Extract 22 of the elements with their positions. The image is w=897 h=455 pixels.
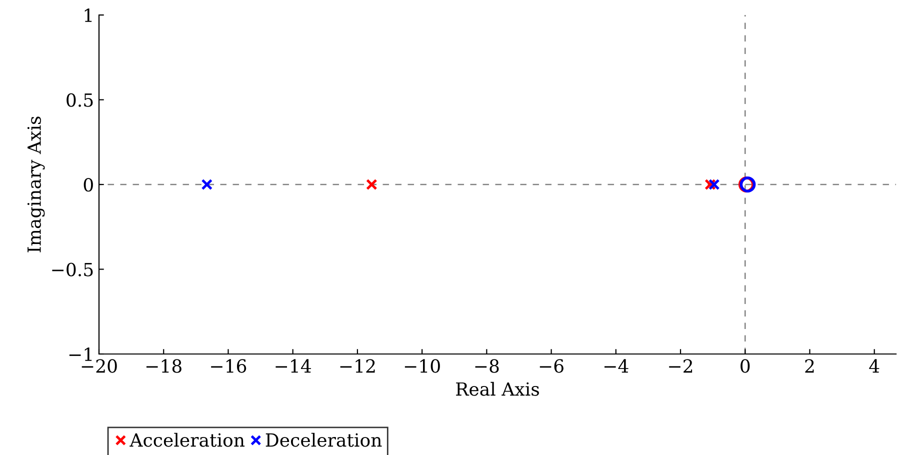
y-tick-label: −0.5: [52, 262, 93, 276]
x-tick-label: −20: [82, 359, 117, 373]
y-axis-title: Imaginary Axis: [27, 116, 45, 252]
x-tick-label: −8: [475, 359, 499, 373]
x-tick-label: −2: [669, 359, 692, 373]
y-tick-label: 1: [84, 8, 92, 22]
x-tick-label: −14: [276, 359, 311, 373]
x-axis-title: Real Axis: [456, 382, 539, 396]
x-tick-label: 2: [805, 359, 814, 373]
legend-label: Acceleration: [130, 432, 245, 447]
legend-label: Deceleration: [266, 432, 382, 447]
x-tick-label: 0: [740, 359, 750, 373]
x-tick-label: −16: [211, 359, 246, 373]
x-tick-label: −12: [340, 359, 375, 373]
x-tick-label: −4: [604, 359, 628, 373]
y-tick-label: 0.5: [66, 93, 93, 107]
x-tick-label: 4: [869, 359, 880, 373]
y-tick-label: 0: [84, 178, 93, 192]
x-tick-label: −18: [146, 359, 182, 373]
y-tick-label: −1: [69, 347, 92, 361]
x-tick-label: −6: [540, 359, 564, 373]
x-tick-label: −10: [404, 359, 440, 373]
